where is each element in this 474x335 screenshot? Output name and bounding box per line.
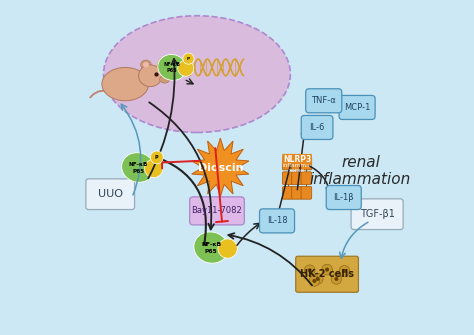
- FancyBboxPatch shape: [283, 157, 293, 170]
- Text: P: P: [155, 155, 159, 160]
- FancyBboxPatch shape: [351, 199, 403, 229]
- Text: P65: P65: [132, 169, 144, 174]
- Circle shape: [312, 279, 317, 283]
- Text: NF-κB: NF-κB: [201, 242, 221, 247]
- Text: NLRP3: NLRP3: [283, 155, 311, 164]
- Text: P: P: [187, 57, 190, 61]
- Text: MCP-1: MCP-1: [344, 103, 370, 112]
- Ellipse shape: [158, 55, 186, 80]
- Ellipse shape: [138, 65, 162, 87]
- Circle shape: [312, 274, 323, 284]
- Circle shape: [316, 277, 320, 281]
- FancyBboxPatch shape: [306, 89, 342, 113]
- Text: NF-κB: NF-κB: [164, 62, 181, 67]
- Text: TGF-β1: TGF-β1: [360, 209, 394, 219]
- Text: Bay11-7082: Bay11-7082: [191, 206, 242, 215]
- Text: inflamma-: inflamma-: [282, 163, 312, 168]
- Text: IL-6: IL-6: [310, 123, 325, 132]
- FancyBboxPatch shape: [292, 187, 302, 199]
- Ellipse shape: [102, 67, 148, 101]
- Ellipse shape: [194, 232, 228, 263]
- Polygon shape: [191, 138, 249, 197]
- FancyBboxPatch shape: [283, 172, 293, 185]
- Text: IL-18: IL-18: [267, 216, 287, 225]
- Text: Dioscin: Dioscin: [198, 162, 243, 173]
- Circle shape: [183, 53, 194, 64]
- FancyBboxPatch shape: [190, 197, 244, 225]
- Ellipse shape: [145, 159, 163, 178]
- Ellipse shape: [103, 16, 291, 132]
- Text: renal
inflammation: renal inflammation: [310, 155, 411, 187]
- FancyBboxPatch shape: [283, 187, 293, 199]
- Circle shape: [309, 276, 320, 286]
- Circle shape: [150, 151, 163, 164]
- Text: HK-2 cells: HK-2 cells: [300, 269, 354, 279]
- Circle shape: [342, 269, 346, 273]
- Ellipse shape: [122, 153, 155, 182]
- FancyBboxPatch shape: [260, 209, 294, 233]
- Text: NF-κB: NF-κB: [128, 162, 148, 167]
- Ellipse shape: [143, 62, 149, 67]
- FancyBboxPatch shape: [301, 116, 333, 139]
- FancyBboxPatch shape: [339, 95, 375, 120]
- Text: P65: P65: [205, 249, 218, 254]
- FancyBboxPatch shape: [326, 186, 361, 209]
- Ellipse shape: [218, 239, 237, 258]
- FancyBboxPatch shape: [296, 256, 358, 292]
- FancyBboxPatch shape: [301, 172, 312, 185]
- Text: UUO: UUO: [98, 189, 123, 199]
- Text: IL-1β: IL-1β: [333, 193, 354, 202]
- FancyBboxPatch shape: [301, 157, 312, 170]
- Ellipse shape: [160, 76, 170, 83]
- Text: some: some: [289, 168, 305, 173]
- Ellipse shape: [178, 60, 194, 76]
- Circle shape: [335, 277, 338, 281]
- Circle shape: [325, 268, 329, 272]
- FancyBboxPatch shape: [292, 157, 302, 170]
- Ellipse shape: [141, 60, 151, 69]
- Circle shape: [331, 274, 342, 284]
- FancyBboxPatch shape: [301, 187, 312, 199]
- Circle shape: [304, 265, 315, 276]
- Text: TNF-α: TNF-α: [311, 96, 336, 105]
- FancyBboxPatch shape: [86, 179, 135, 209]
- Text: P65: P65: [167, 68, 177, 73]
- Circle shape: [322, 264, 332, 275]
- Circle shape: [339, 266, 350, 276]
- Circle shape: [308, 268, 312, 272]
- FancyBboxPatch shape: [292, 172, 302, 185]
